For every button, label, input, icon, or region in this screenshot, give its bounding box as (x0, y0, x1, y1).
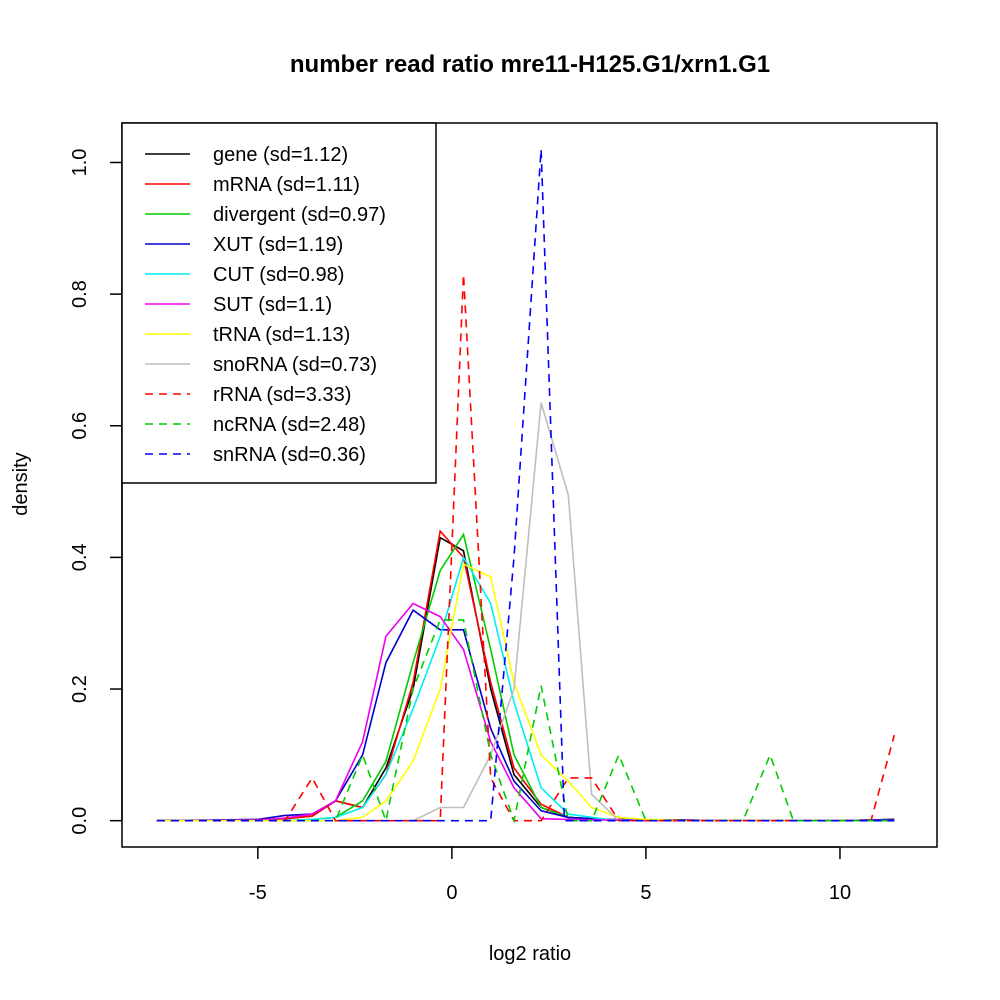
x-tick-label: 10 (829, 882, 851, 904)
y-axis: 0.0 0.2 0.4 0.6 0.8 1.0 (69, 149, 123, 835)
legend-label: mRNA (sd=1.11) (213, 174, 360, 196)
legend-box (121, 122, 437, 484)
legend-label: XUT (sd=1.19) (213, 234, 343, 256)
legend-label: SUT (sd=1.1) (213, 294, 332, 316)
legend-label: rRNA (sd=3.33) (213, 384, 351, 406)
series-line (156, 619, 895, 824)
x-tick-label: 5 (640, 882, 651, 904)
series-layer (156, 149, 896, 824)
y-tick-label: 0.4 (69, 543, 91, 571)
x-axis: -5 0 5 10 (249, 846, 851, 904)
series-line (156, 149, 895, 822)
legend-label: gene (sd=1.12) (213, 144, 348, 166)
x-tick-label: 0 (446, 882, 457, 904)
y-tick-label: 1.0 (69, 149, 91, 177)
legend-label: CUT (sd=0.98) (213, 264, 344, 286)
x-axis-label: log2 ratio (489, 943, 571, 965)
chart-title: number read ratio mre11-H125.G1/xrn1.G1 (290, 51, 770, 78)
y-tick-label: 0.6 (69, 412, 91, 440)
legend-label: tRNA (sd=1.13) (213, 324, 350, 346)
legend-label: divergent (sd=0.97) (213, 204, 386, 226)
y-tick-label: 0.0 (69, 807, 91, 835)
y-axis-label: density (10, 452, 32, 515)
legend-label: snRNA (sd=0.36) (213, 444, 366, 466)
legend-label: ncRNA (sd=2.48) (213, 414, 366, 436)
legend: gene (sd=1.12) mRNA (sd=1.11) divergent (s… (121, 122, 437, 484)
y-tick-label: 0.2 (69, 675, 91, 703)
series-line (412, 402, 620, 822)
x-tick-label: -5 (249, 882, 267, 904)
y-tick-label: 0.8 (69, 280, 91, 308)
legend-label: snoRNA (sd=0.73) (213, 354, 377, 376)
series-line (156, 555, 895, 822)
series-line (156, 532, 895, 822)
